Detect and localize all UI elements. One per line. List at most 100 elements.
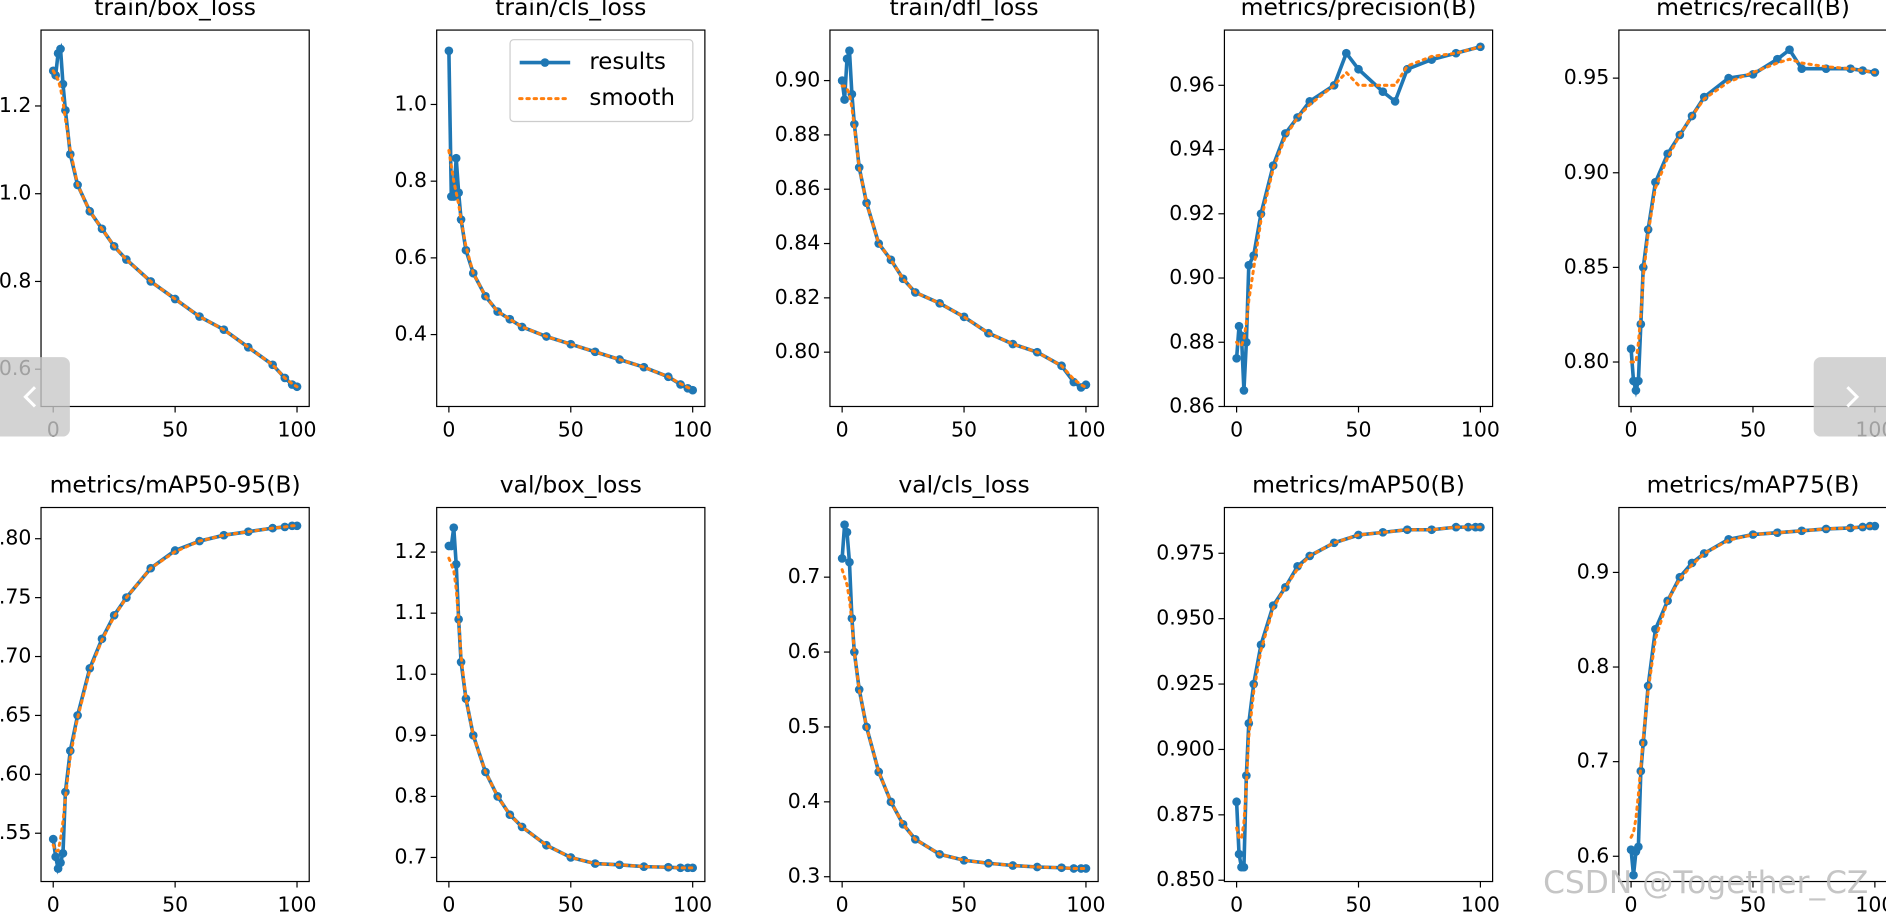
smooth-line	[1629, 57, 1877, 364]
results-marker	[1773, 54, 1782, 64]
smooth-line	[447, 148, 695, 391]
y-tick-label: 0.80	[0, 526, 31, 550]
plot-area	[837, 46, 1091, 392]
y-tick-label: 1.0	[395, 661, 428, 685]
axes-frame	[40, 29, 310, 408]
prev-chevron[interactable]	[23, 386, 37, 408]
x-tick-label: 50	[1740, 418, 1766, 442]
axes-frame	[829, 29, 1099, 408]
x-tick-label: 0	[1625, 893, 1638, 914]
x-tick-label: 50	[1346, 893, 1372, 914]
axes-frame	[436, 506, 706, 883]
plot-area	[1626, 521, 1880, 880]
prev-button-bg[interactable]	[0, 357, 70, 437]
results-marker	[58, 848, 68, 858]
plot-area	[1232, 42, 1485, 395]
next-button-bg[interactable]	[1813, 357, 1886, 437]
results-marker	[959, 855, 969, 865]
y-tick-label: 1.0	[395, 91, 428, 115]
y-tick-label: 0.92	[1169, 201, 1215, 225]
y-tick-label: 0.8	[0, 268, 31, 292]
results-marker	[451, 153, 461, 163]
y-tick-label: 0.85	[1564, 254, 1610, 278]
results-marker	[1451, 48, 1461, 58]
results-marker	[1631, 386, 1641, 395]
results-marker	[1463, 522, 1473, 532]
y-tick-label: 0.88	[775, 122, 821, 146]
x-tick-label: 50	[558, 893, 584, 914]
results-line	[51, 523, 298, 875]
results-line	[840, 50, 1087, 390]
plot-area	[444, 523, 698, 873]
results-marker	[1626, 344, 1636, 354]
subplot-title: train/cls_loss	[495, 0, 646, 21]
x-tick-label: 100	[1066, 418, 1105, 442]
subplot: val/box_loss 0.7 0.8 0.9 1.0 1.1 1.2 0 50 100	[395, 470, 713, 914]
y-tick-label: 0.4	[788, 789, 821, 813]
y-tick-label: 0.925	[1156, 671, 1215, 695]
results-marker	[840, 95, 849, 104]
axes-frame	[1223, 29, 1494, 408]
y-tick-label: 0.95	[1564, 65, 1610, 89]
y-tick-label: 0.7	[395, 844, 428, 868]
y-tick-label: 0.850	[1156, 867, 1215, 891]
watermark: CSDN @Together_CZ	[1543, 865, 1868, 901]
x-tick-label: 0	[1625, 418, 1638, 442]
y-tick-label: 0.6	[395, 245, 428, 269]
results-marker	[1634, 842, 1643, 852]
smooth-line	[840, 568, 1088, 870]
subplot-title: metrics/mAP75(B)	[1647, 470, 1860, 498]
results-marker	[449, 523, 459, 532]
results-line	[840, 524, 1086, 871]
x-tick-label: 100	[278, 418, 317, 442]
results-marker	[1634, 376, 1643, 386]
x-tick-label: 100	[1855, 893, 1886, 914]
results-marker	[837, 554, 847, 563]
y-tick-label: 0.5	[788, 714, 821, 738]
results-marker	[1427, 525, 1436, 535]
y-tick-label: 0.90	[775, 68, 821, 92]
results-marker	[292, 521, 302, 531]
y-tick-label: 0.75	[0, 585, 31, 609]
x-tick-label: 100	[278, 893, 317, 914]
subplot-title: metrics/mAP50-95(B)	[50, 470, 301, 498]
x-tick-label: 50	[558, 418, 584, 442]
results-marker	[842, 54, 852, 64]
subplot-title: train/box_loss	[94, 0, 256, 21]
prev-button[interactable]	[0, 357, 70, 437]
results-marker	[688, 385, 698, 395]
subplot-title: val/box_loss	[500, 470, 642, 498]
legend-label: smooth	[589, 85, 675, 111]
y-tick-label: 0.82	[775, 285, 821, 309]
y-tick-label: 0.950	[1156, 606, 1215, 630]
results-marker	[1081, 864, 1091, 873]
results-marker	[850, 647, 859, 657]
next-button[interactable]	[1813, 357, 1886, 437]
x-tick-label: 0	[442, 893, 455, 914]
axes-frame	[1223, 506, 1494, 883]
y-tick-label: 0.88	[1169, 329, 1215, 353]
results-marker	[1354, 64, 1363, 74]
subplot: metrics/mAP50(B) 0.850 0.875 0.900 0.925 0.95…	[1156, 470, 1500, 914]
results-marker	[461, 694, 471, 704]
legend: results smooth	[509, 39, 694, 123]
results-marker	[51, 852, 60, 862]
y-tick-label: 0.6	[788, 639, 821, 663]
subplot: metrics/mAP75(B) 0.6 0.7 0.8 0.9 0 50 100	[1577, 470, 1886, 914]
results-marker	[56, 858, 65, 868]
x-tick-label: 0	[1230, 418, 1243, 442]
results-marker	[1870, 521, 1880, 531]
results-marker	[1378, 87, 1388, 97]
y-tick-label: 0.94	[1169, 137, 1215, 161]
y-tick-label: 0.90	[1169, 265, 1215, 289]
results-line	[51, 42, 298, 389]
plot-area	[48, 42, 302, 392]
results-marker	[1797, 64, 1807, 74]
next-chevron[interactable]	[1846, 386, 1860, 408]
legend-box	[509, 39, 694, 123]
subplot: train/cls_loss 0.4 0.6 0.8 1.0 0 50 100 results s…	[395, 0, 713, 442]
results-marker	[1390, 97, 1400, 106]
y-tick-label: 0.7	[788, 564, 821, 588]
